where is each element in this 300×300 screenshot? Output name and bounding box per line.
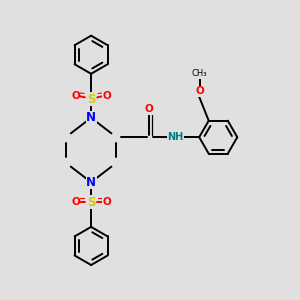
Text: O: O xyxy=(71,91,80,101)
Text: N: N xyxy=(86,111,96,124)
Text: CH₃: CH₃ xyxy=(192,69,207,78)
Text: O: O xyxy=(102,91,111,101)
Text: N: N xyxy=(86,176,96,189)
Text: O: O xyxy=(145,104,153,115)
Text: O: O xyxy=(195,86,204,96)
Text: S: S xyxy=(87,196,95,209)
Text: O: O xyxy=(71,197,80,207)
Text: NH: NH xyxy=(167,132,183,142)
Text: O: O xyxy=(102,197,111,207)
Text: S: S xyxy=(87,93,95,106)
